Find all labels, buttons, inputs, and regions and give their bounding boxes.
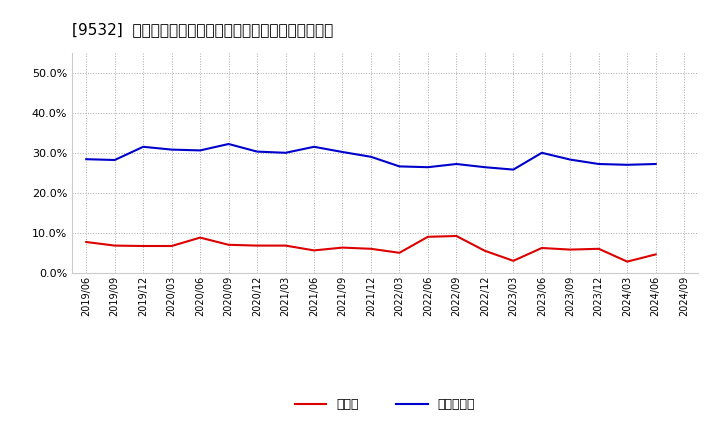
有利子負債 <box>395 164 404 169</box>
有利子負債 <box>310 144 318 150</box>
有利子負債 <box>338 149 347 154</box>
現週金 <box>338 245 347 250</box>
現週金 <box>652 252 660 257</box>
有利子負債 <box>623 162 631 168</box>
有利子負債 <box>509 167 518 172</box>
現週金 <box>537 246 546 251</box>
現週金 <box>595 246 603 251</box>
現週金 <box>623 259 631 264</box>
現週金 <box>196 235 204 240</box>
有利子負債 <box>82 157 91 162</box>
有利子負債 <box>595 161 603 167</box>
現週金 <box>452 233 461 238</box>
現週金 <box>366 246 375 251</box>
有利子負債 <box>452 161 461 167</box>
現週金 <box>139 243 148 249</box>
有利子負債 <box>110 158 119 163</box>
現週金 <box>423 234 432 239</box>
有利子負債 <box>196 148 204 153</box>
有利子負債 <box>167 147 176 152</box>
Line: 有利子負債: 有利子負債 <box>86 144 656 169</box>
有利子負債 <box>366 154 375 159</box>
現週金 <box>225 242 233 247</box>
有利子負債 <box>139 144 148 150</box>
有利子負債 <box>537 150 546 155</box>
現週金 <box>480 248 489 253</box>
現週金 <box>253 243 261 248</box>
有利子負債 <box>423 165 432 170</box>
Legend: 現週金, 有利子負債: 現週金, 有利子負債 <box>290 393 480 416</box>
現週金 <box>566 247 575 252</box>
現週金 <box>82 239 91 245</box>
有利子負債 <box>652 161 660 167</box>
Line: 現週金: 現週金 <box>86 236 656 262</box>
現週金 <box>310 248 318 253</box>
有利子負債 <box>225 141 233 147</box>
有利子負債 <box>480 165 489 170</box>
現週金 <box>395 250 404 256</box>
有利子負債 <box>566 157 575 162</box>
現週金 <box>282 243 290 248</box>
有利子負債 <box>282 150 290 155</box>
現週金 <box>509 258 518 264</box>
Text: [9532]  現週金、有利子負債の総資産に対する比率の推移: [9532] 現週金、有利子負債の総資産に対する比率の推移 <box>72 22 333 37</box>
有利子負債 <box>253 149 261 154</box>
現週金 <box>167 243 176 249</box>
現週金 <box>110 243 119 248</box>
